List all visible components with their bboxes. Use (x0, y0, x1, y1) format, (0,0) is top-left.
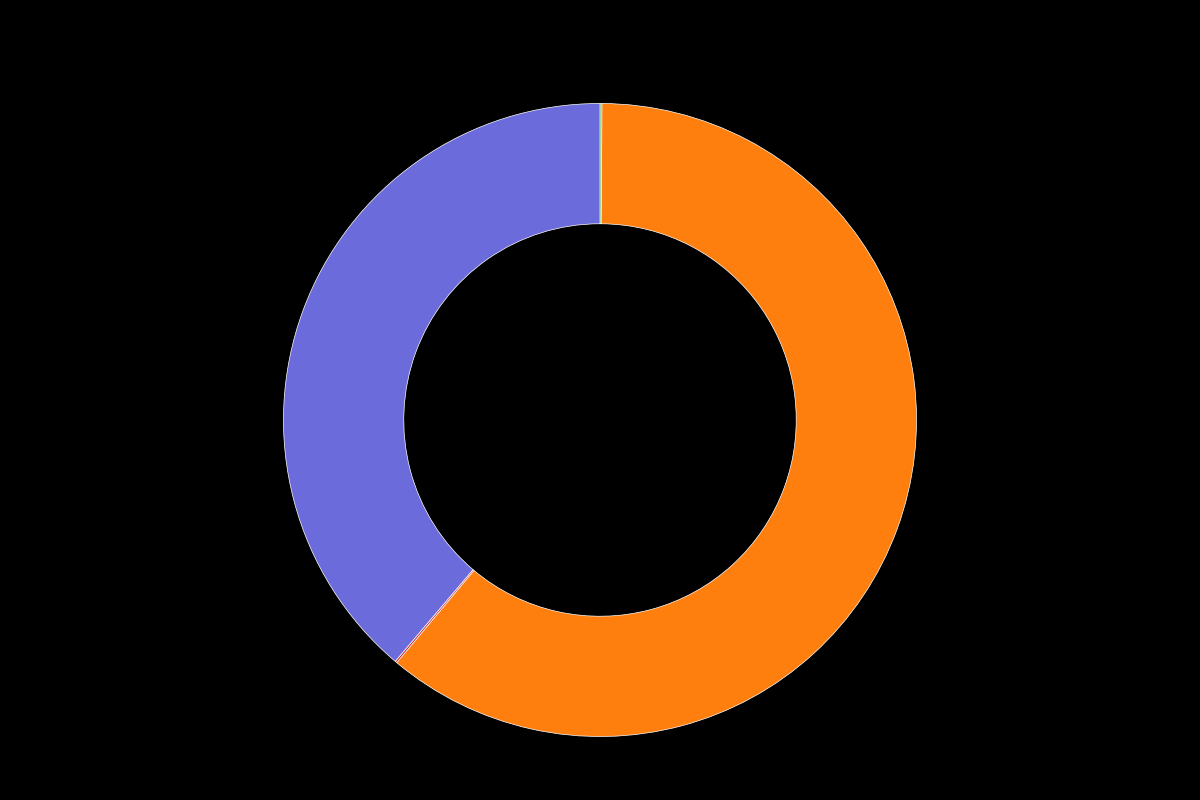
Legend: , , , : , , , (487, 0, 713, 3)
Wedge shape (600, 103, 602, 224)
Wedge shape (283, 103, 600, 662)
Wedge shape (395, 570, 474, 662)
Wedge shape (397, 103, 917, 737)
